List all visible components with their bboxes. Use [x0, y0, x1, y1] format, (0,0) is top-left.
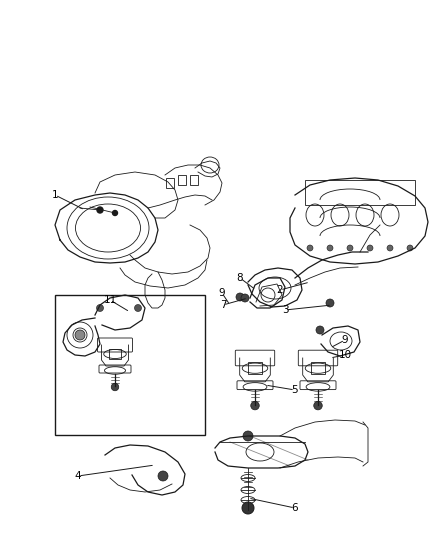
Circle shape	[236, 293, 244, 301]
Text: 6: 6	[292, 503, 298, 513]
Text: 8: 8	[237, 273, 244, 283]
Bar	[305, 180, 415, 205]
Circle shape	[407, 245, 413, 251]
Circle shape	[242, 502, 254, 514]
Circle shape	[75, 330, 85, 340]
Circle shape	[241, 294, 249, 302]
Text: 10: 10	[339, 350, 352, 360]
Text: 4: 4	[75, 471, 81, 481]
Text: 7: 7	[220, 300, 226, 310]
Text: 9: 9	[219, 288, 225, 298]
Circle shape	[307, 245, 313, 251]
Bar	[166, 178, 174, 188]
Text: 5: 5	[292, 385, 298, 395]
Text: 9: 9	[342, 335, 348, 345]
Circle shape	[347, 245, 353, 251]
Circle shape	[251, 401, 259, 410]
Bar	[248, 362, 262, 374]
Text: 3: 3	[282, 305, 288, 315]
Text: 1: 1	[52, 190, 58, 200]
Circle shape	[113, 211, 117, 215]
Circle shape	[316, 326, 324, 334]
Bar	[190, 175, 198, 185]
Circle shape	[96, 304, 103, 311]
Circle shape	[326, 299, 334, 307]
Bar	[109, 349, 121, 359]
Circle shape	[314, 401, 322, 410]
Text: 11: 11	[103, 295, 117, 305]
Circle shape	[111, 383, 119, 391]
Bar	[311, 362, 325, 374]
Bar	[55, 295, 205, 435]
Circle shape	[327, 245, 333, 251]
Circle shape	[134, 304, 141, 311]
Circle shape	[367, 245, 373, 251]
Text: 2: 2	[277, 285, 283, 295]
Circle shape	[243, 431, 253, 441]
Circle shape	[97, 207, 103, 213]
Bar	[178, 175, 186, 185]
Circle shape	[387, 245, 393, 251]
Circle shape	[158, 471, 168, 481]
